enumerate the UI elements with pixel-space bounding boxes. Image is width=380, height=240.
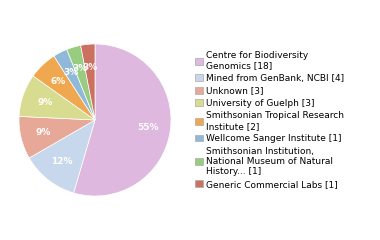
Wedge shape: [33, 56, 95, 120]
Text: 55%: 55%: [137, 123, 158, 132]
Legend: Centre for Biodiversity
Genomics [18], Mined from GenBank, NCBI [4], Unknown [3]: Centre for Biodiversity Genomics [18], M…: [195, 50, 345, 190]
Wedge shape: [54, 49, 95, 120]
Wedge shape: [19, 76, 95, 120]
Text: 12%: 12%: [51, 157, 73, 166]
Wedge shape: [19, 116, 95, 158]
Wedge shape: [74, 44, 171, 196]
Wedge shape: [67, 45, 95, 120]
Wedge shape: [29, 120, 95, 193]
Text: 3%: 3%: [63, 68, 78, 77]
Wedge shape: [81, 44, 95, 120]
Text: 6%: 6%: [51, 77, 66, 86]
Text: 3%: 3%: [82, 63, 98, 72]
Text: 9%: 9%: [37, 98, 52, 107]
Text: 9%: 9%: [36, 128, 51, 137]
Text: 3%: 3%: [72, 65, 88, 73]
